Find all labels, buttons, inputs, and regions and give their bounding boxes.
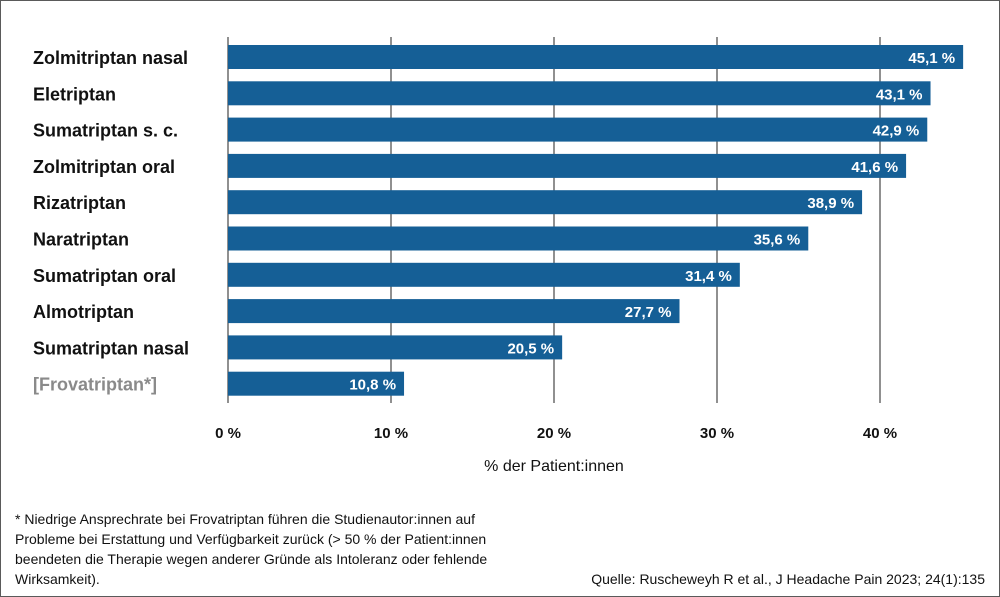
category-label-9: [Frovatriptan*] — [33, 375, 157, 395]
bar-5 — [228, 226, 809, 251]
footnote: * Niedrige Ansprechrate bei Frovatriptan… — [15, 511, 488, 587]
category-label-7: Almotriptan — [33, 302, 134, 322]
x-tick-label-0: 0 % — [215, 425, 241, 442]
category-label-1: Eletriptan — [33, 84, 116, 104]
x-axis-title: % der Patient:innen — [484, 458, 624, 475]
bar-6 — [228, 262, 740, 287]
x-tick-label-4: 40 % — [863, 425, 897, 442]
category-label-8: Sumatriptan nasal — [33, 338, 189, 358]
bar-8 — [228, 335, 563, 360]
category-label-3: Zolmitriptan oral — [33, 157, 175, 177]
bar-value-label-0: 45,1 % — [908, 50, 955, 67]
bar-value-label-6: 31,4 % — [685, 268, 732, 285]
bar-chart: 45,1 % Zolmitriptan nasal 43,1 % Eletriptan… — [33, 37, 964, 475]
bar-0 — [228, 45, 964, 69]
bar-7 — [228, 299, 680, 324]
bar-value-label-1: 43,1 % — [876, 86, 923, 103]
bar-value-label-4: 38,9 % — [807, 195, 854, 212]
category-label-0: Zolmitriptan nasal — [33, 48, 188, 68]
x-tick-label-2: 20 % — [537, 425, 571, 442]
x-tick-label-3: 30 % — [700, 425, 734, 442]
bar-2 — [228, 117, 928, 142]
bar-value-label-9: 10,8 % — [349, 377, 396, 394]
bar-1 — [228, 81, 931, 106]
bar-value-label-8: 20,5 % — [507, 340, 554, 357]
bar-value-label-5: 35,6 % — [754, 232, 801, 249]
bar-value-label-3: 41,6 % — [851, 159, 898, 176]
category-label-2: Sumatriptan s. c. — [33, 121, 178, 141]
source-citation: Quelle: Ruscheweyh R et al., J Headache … — [591, 571, 985, 587]
category-label-4: Rizatriptan — [33, 193, 126, 213]
bar-9 — [228, 371, 405, 396]
bar-value-label-2: 42,9 % — [873, 123, 920, 140]
bar-3 — [228, 153, 907, 178]
category-label-6: Sumatriptan oral — [33, 266, 176, 286]
x-tick-label-1: 10 % — [374, 425, 408, 442]
category-label-5: Naratriptan — [33, 230, 129, 250]
bar-value-label-7: 27,7 % — [625, 304, 672, 321]
bar-4 — [228, 190, 863, 215]
